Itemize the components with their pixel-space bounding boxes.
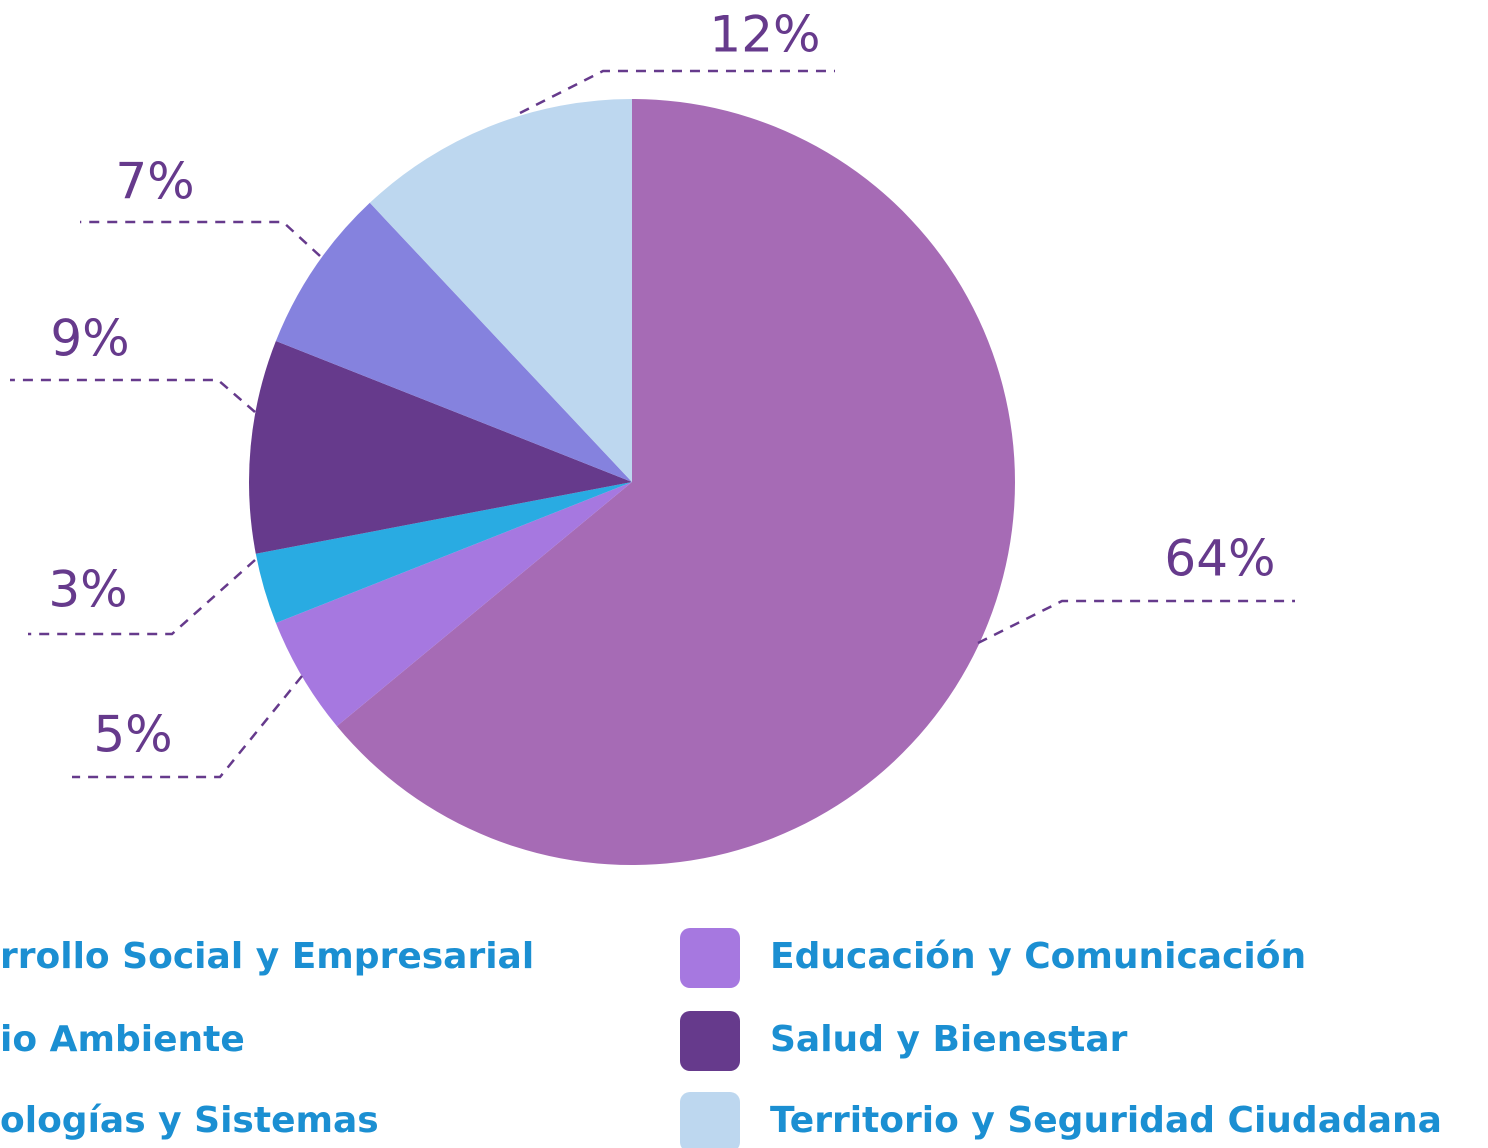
legend-swatch — [680, 1092, 740, 1148]
pie-slice — [249, 341, 633, 554]
data-label: 9% — [50, 310, 129, 368]
legend-swatch — [680, 1011, 740, 1071]
legend-label: rrollo Social y Empresarial — [0, 936, 534, 977]
legend-label: Educación y Comunicación — [770, 936, 1306, 977]
legend-label: Territorio y Seguridad Ciudadana — [770, 1100, 1442, 1141]
leader-line — [80, 220, 321, 257]
leader-line — [72, 675, 303, 779]
legend-label: ologías y Sistemas — [0, 1100, 379, 1141]
data-label: 5% — [93, 706, 172, 764]
pie-slice — [275, 202, 632, 482]
pie-slice — [336, 99, 1016, 866]
pie-slice — [369, 99, 632, 482]
data-label: 3% — [48, 561, 127, 619]
data-label: 7% — [115, 153, 194, 211]
leader-line — [519, 69, 835, 115]
legend-swatch — [680, 928, 740, 988]
pie-slice — [275, 482, 632, 727]
leader-line — [10, 378, 256, 413]
data-label: 64% — [1164, 530, 1275, 588]
leader-line — [28, 559, 256, 636]
legend-label: io Ambiente — [0, 1019, 245, 1060]
pie-slice — [255, 482, 632, 623]
leader-line — [977, 599, 1295, 645]
legend-label: Salud y Bienestar — [770, 1019, 1128, 1060]
data-label: 12% — [709, 6, 820, 64]
